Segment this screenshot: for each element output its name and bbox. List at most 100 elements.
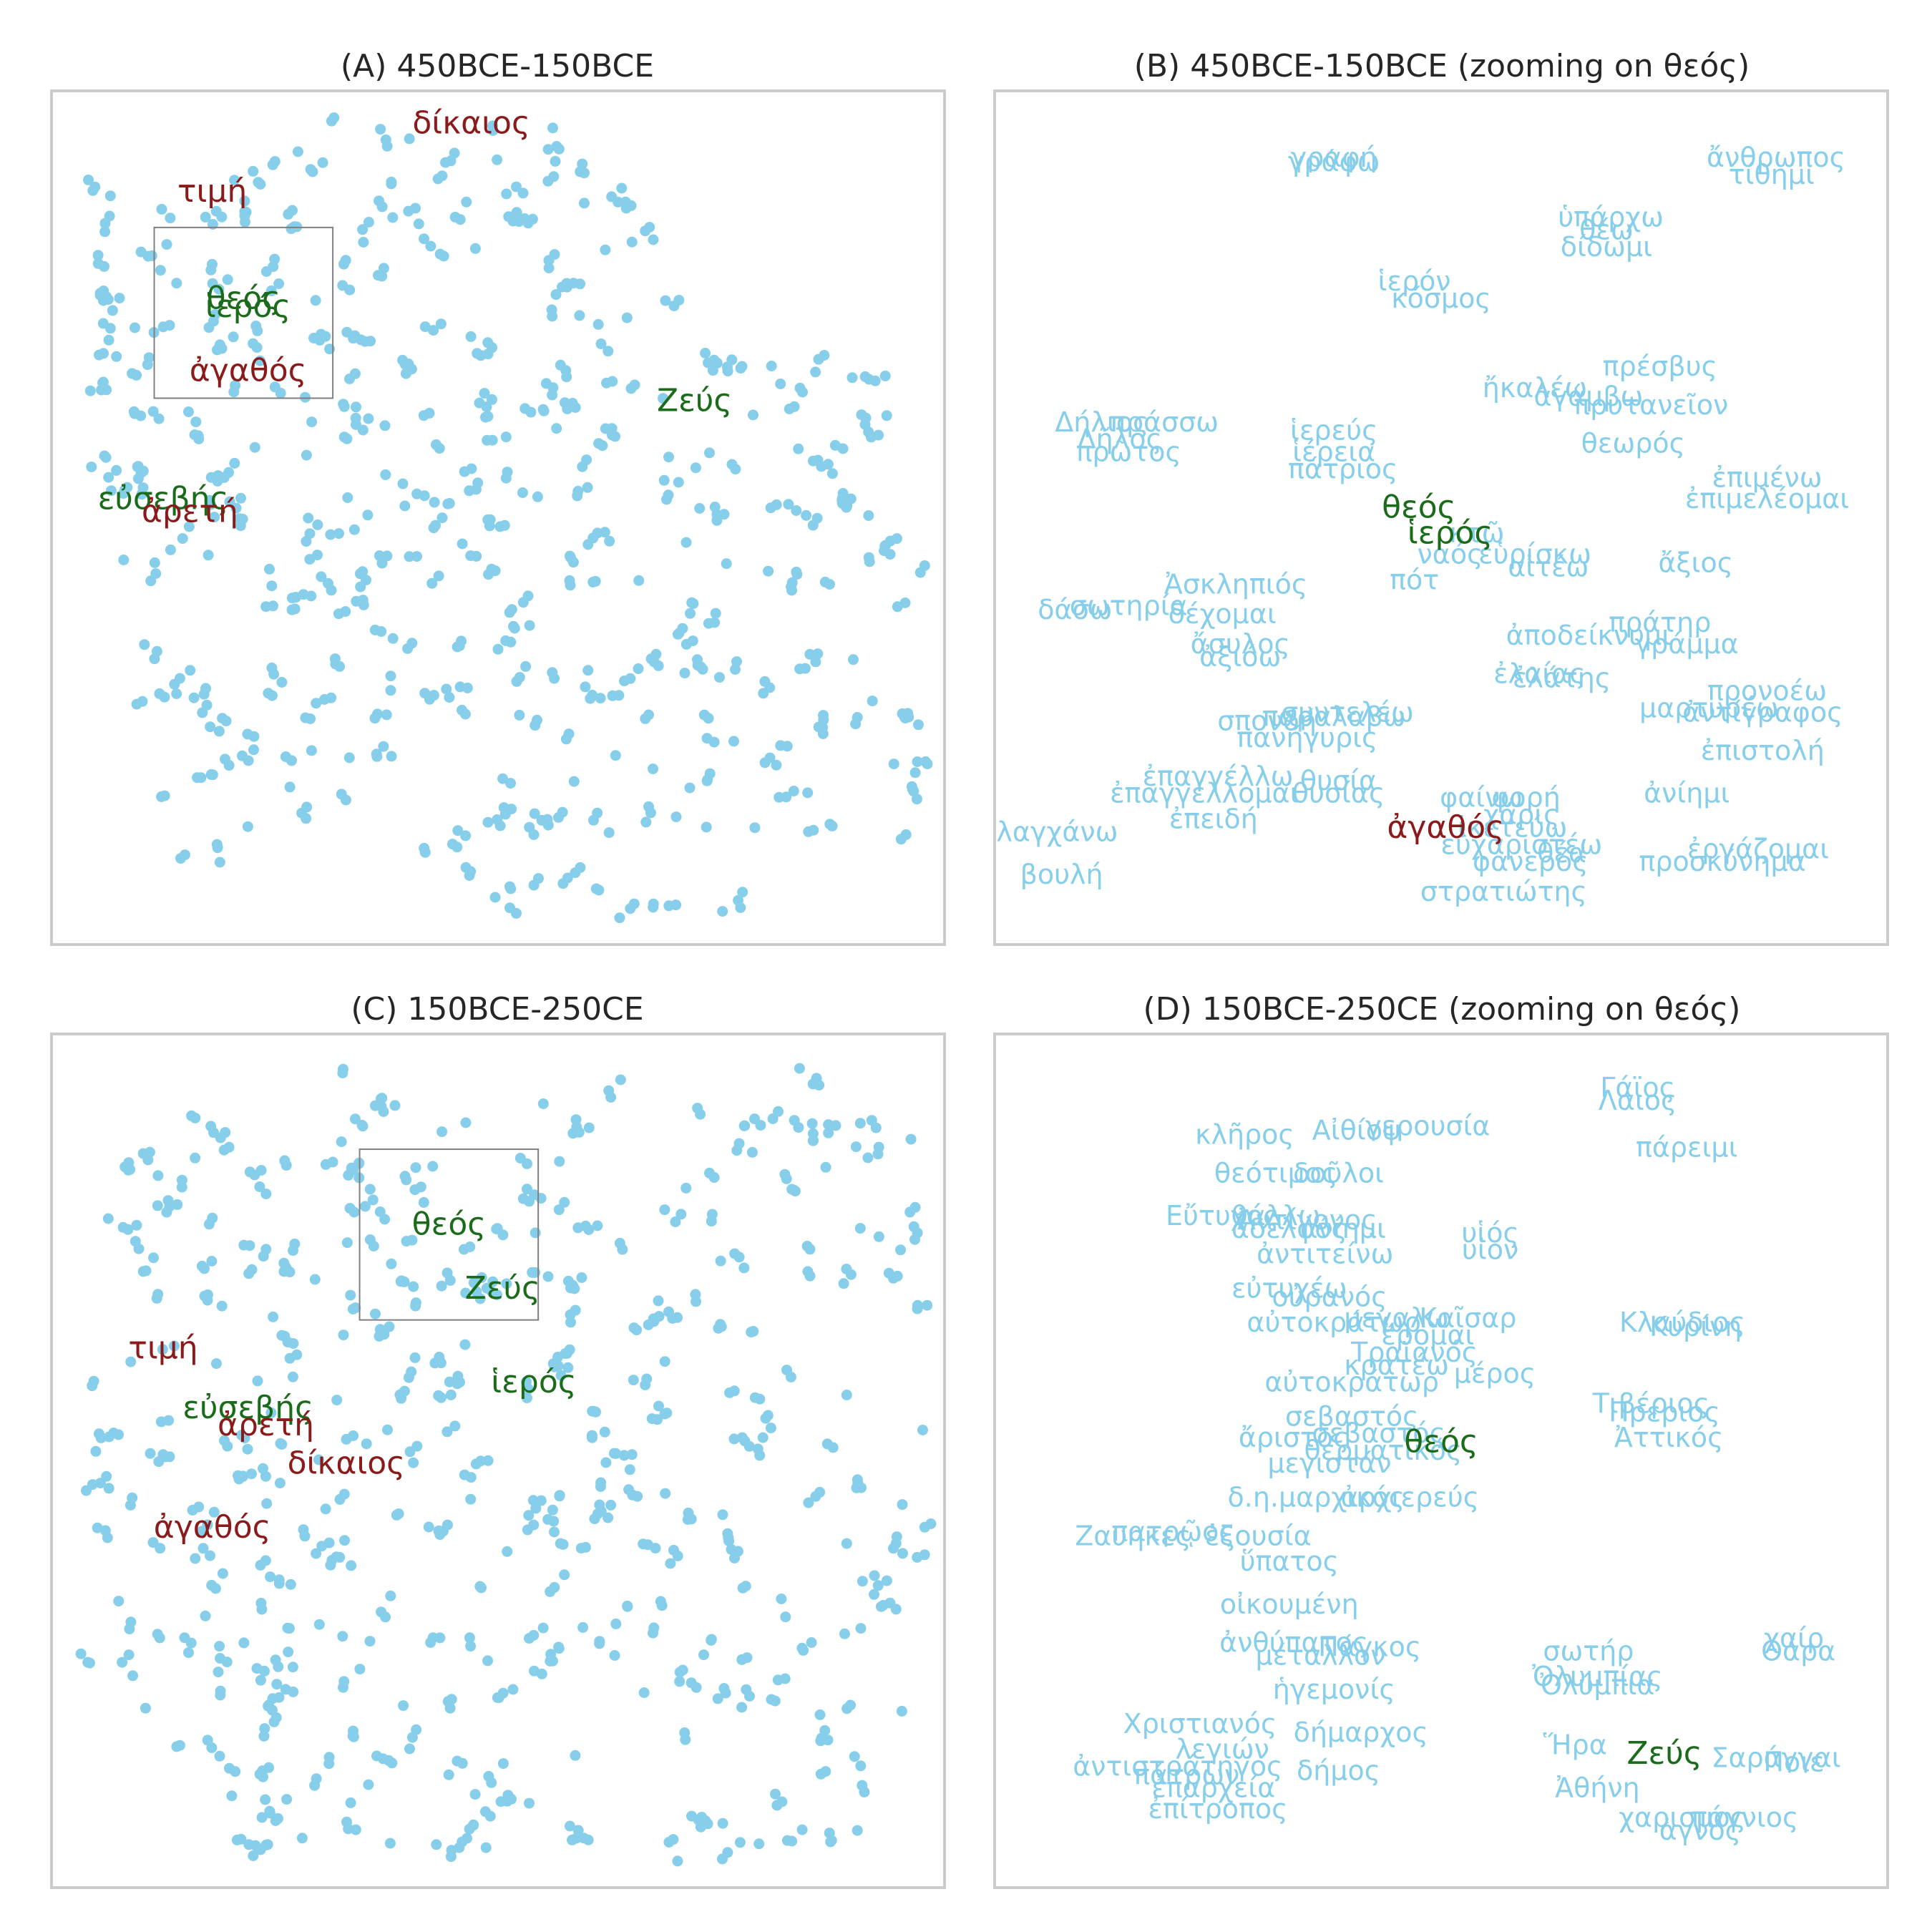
embedding-point xyxy=(648,1622,660,1634)
embedding-point xyxy=(754,1450,766,1461)
embedding-point xyxy=(419,233,429,245)
neighbor-word: ἔρομαι xyxy=(1381,1319,1474,1351)
neighbor-word: ἀνίημι xyxy=(1300,1213,1386,1244)
neighbor-word: εὑρίσκω xyxy=(1478,539,1591,570)
highlighted-word: ἀγαθός xyxy=(1387,809,1504,846)
embedding-point xyxy=(545,1649,557,1660)
neighbor-word: μέρος xyxy=(1454,1358,1536,1390)
embedding-point xyxy=(852,1825,863,1836)
embedding-point xyxy=(615,1074,626,1085)
embedding-point xyxy=(103,1483,114,1494)
embedding-point xyxy=(542,144,554,155)
embedding-point xyxy=(582,1834,594,1845)
embedding-point xyxy=(136,489,147,500)
embedding-point xyxy=(542,1271,554,1282)
neighbor-word: Εὔτυχος xyxy=(1166,1200,1279,1231)
embedding-point xyxy=(839,1628,850,1639)
embedding-point xyxy=(668,1834,679,1845)
embedding-point xyxy=(482,434,493,446)
embedding-point xyxy=(162,1195,174,1206)
embedding-point xyxy=(469,1789,481,1800)
embedding-point xyxy=(434,1352,445,1362)
embedding-point xyxy=(280,751,291,762)
embedding-point xyxy=(205,264,217,275)
embedding-point xyxy=(274,1478,286,1489)
embedding-point xyxy=(869,1570,880,1581)
embedding-point xyxy=(408,1281,419,1292)
embedding-point xyxy=(171,278,182,289)
embedding-point xyxy=(239,206,250,218)
embedding-point xyxy=(529,808,540,819)
embedding-point xyxy=(776,1594,787,1604)
embedding-point xyxy=(741,1684,752,1695)
embedding-point xyxy=(841,1703,853,1714)
embedding-point xyxy=(814,1486,826,1498)
embedding-point xyxy=(362,509,374,521)
embedding-point xyxy=(826,468,838,479)
embedding-point xyxy=(90,1445,102,1457)
neighbor-word: πάτρων xyxy=(1133,1759,1239,1790)
embedding-point xyxy=(131,1219,142,1231)
embedding-point xyxy=(545,1586,556,1597)
embedding-point xyxy=(595,1477,607,1488)
embedding-point xyxy=(229,457,240,469)
embedding-point xyxy=(289,603,301,615)
embedding-point xyxy=(202,1294,213,1306)
embedding-point xyxy=(549,1526,560,1538)
embedding-point xyxy=(737,1582,748,1594)
embedding-point xyxy=(262,1839,273,1850)
neighbor-word: ἀξιόω xyxy=(1199,641,1281,673)
embedding-point xyxy=(276,677,288,688)
embedding-point xyxy=(164,320,175,331)
embedding-point xyxy=(342,492,353,503)
embedding-point xyxy=(288,221,300,233)
embedding-point xyxy=(266,580,278,592)
embedding-point xyxy=(338,1063,348,1075)
embedding-point xyxy=(462,1833,472,1844)
embedding-point xyxy=(140,1702,151,1714)
embedding-point xyxy=(436,1126,448,1138)
embedding-point xyxy=(791,566,802,577)
neighbor-word: ἀντιστράτηγος xyxy=(1073,1751,1282,1782)
embedding-point xyxy=(356,334,366,346)
embedding-point xyxy=(852,712,863,723)
embedding-point xyxy=(271,1679,283,1690)
embedding-point xyxy=(480,1842,492,1853)
embedding-point xyxy=(849,1751,860,1762)
embedding-point xyxy=(841,1538,852,1549)
embedding-point xyxy=(781,1365,792,1376)
embedding-point xyxy=(613,690,625,701)
embedding-point xyxy=(779,1169,791,1180)
embedding-point xyxy=(686,1810,697,1822)
neighbor-word: ἡγεμονίς xyxy=(1273,1674,1395,1705)
embedding-point xyxy=(692,1103,703,1114)
embedding-point xyxy=(680,1734,691,1745)
embedding-point xyxy=(912,1299,923,1311)
embedding-point xyxy=(418,410,429,421)
embedding-point xyxy=(855,1623,867,1634)
embedding-point xyxy=(397,478,409,489)
embedding-point xyxy=(235,492,246,504)
embedding-point xyxy=(552,1360,564,1372)
embedding-point xyxy=(244,1240,255,1252)
embedding-point xyxy=(859,371,871,382)
neighbor-word: Χριστιανός xyxy=(1123,1708,1277,1740)
embedding-point xyxy=(323,1758,335,1770)
neighbor-word: λαγχάνω xyxy=(996,816,1118,847)
embedding-point xyxy=(240,216,250,228)
neighbor-word: ἱκετεύω xyxy=(1458,811,1567,843)
embedding-point xyxy=(557,878,569,889)
embedding-point xyxy=(650,1543,661,1554)
embedding-point xyxy=(601,377,613,389)
neighbor-word: ἱερεύς xyxy=(1290,415,1377,447)
embedding-point xyxy=(763,565,774,577)
embedding-point xyxy=(127,1670,139,1682)
neighbor-word: μεγαλω xyxy=(1344,1302,1449,1334)
neighbor-word: ἐξουσία xyxy=(1205,1520,1312,1551)
embedding-point xyxy=(600,244,611,255)
embedding-point xyxy=(717,906,728,917)
panel-a-points xyxy=(83,112,933,924)
embedding-point xyxy=(345,1797,356,1808)
embedding-point xyxy=(734,1837,746,1848)
embedding-point xyxy=(221,1657,233,1668)
